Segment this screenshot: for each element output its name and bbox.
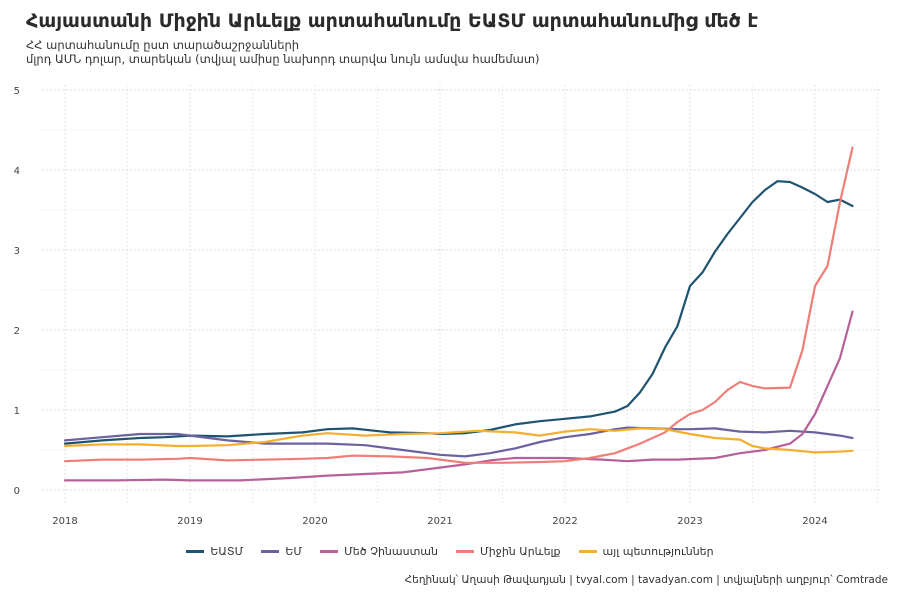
- legend-swatch: [186, 550, 205, 553]
- series-line: [63, 310, 854, 482]
- x-tick-label: 2018: [52, 516, 77, 527]
- x-tick-label: 2021: [427, 516, 452, 527]
- grid-lines: [42, 85, 882, 505]
- legend: ԵԱՏՄ ԵՄ Մեծ Չինաստան Միջին Արևելք այլ պետութ…: [0, 545, 900, 558]
- legend-label: ԵՄ: [285, 545, 303, 558]
- y-tick-label: 2: [14, 326, 20, 337]
- series-lines: [63, 146, 854, 482]
- x-tick-label: 2019: [177, 516, 202, 527]
- legend-swatch: [320, 550, 339, 553]
- x-axis-ticks: 2018 2019 2020 2021 2022 2023 2024: [52, 516, 827, 527]
- y-tick-label: 4: [14, 166, 20, 177]
- series-line: [63, 427, 854, 454]
- series-line: [63, 146, 854, 464]
- series-line: [63, 180, 854, 445]
- y-tick-label: 3: [14, 246, 20, 257]
- chart-subtitle: ՀՀ արտահանումը ըստ տարածաշրջանների մլրդ …: [26, 38, 540, 66]
- y-tick-label: 0: [14, 486, 20, 497]
- legend-item: Միջին Արևելք: [455, 545, 561, 558]
- legend-item: այլ պետություններ: [578, 545, 714, 558]
- legend-item: ԵԱՏՄ: [186, 545, 243, 558]
- series-line: [63, 426, 854, 458]
- y-tick-label: 1: [14, 406, 20, 417]
- x-tick-label: 2023: [677, 516, 702, 527]
- legend-item: ԵՄ: [261, 545, 302, 558]
- chart-title: Հայաստանի Միջին Արևելք արտահանումը ԵԱՏՄ …: [26, 10, 759, 32]
- legend-swatch: [261, 550, 280, 553]
- legend-swatch: [455, 550, 474, 553]
- legend-label: Մեծ Չինաստան: [344, 545, 438, 558]
- x-tick-label: 2024: [802, 516, 827, 527]
- subtitle-line-1: ՀՀ արտահանումը ըստ տարածաշրջանների: [26, 38, 300, 52]
- legend-item: Մեծ Չինաստան: [320, 545, 438, 558]
- source-caption: Հեղինակ՝ Աղասի Թավադյան | tvyal.com | ta…: [404, 574, 888, 586]
- legend-swatch: [578, 550, 597, 553]
- x-tick-label: 2020: [302, 516, 327, 527]
- legend-label: Միջին Արևելք: [479, 545, 561, 558]
- subtitle-line-2: մլրդ ԱՄՆ դոլար, տարեկան (տվյալ ամիսը նախ…: [26, 52, 540, 66]
- legend-label: ԵԱՏՄ: [210, 545, 244, 558]
- y-tick-label: 5: [14, 86, 20, 97]
- x-tick-label: 2022: [552, 516, 577, 527]
- y-axis-ticks: 0 1 2 3 4 5: [14, 86, 20, 497]
- legend-label: այլ պետություններ: [602, 545, 714, 558]
